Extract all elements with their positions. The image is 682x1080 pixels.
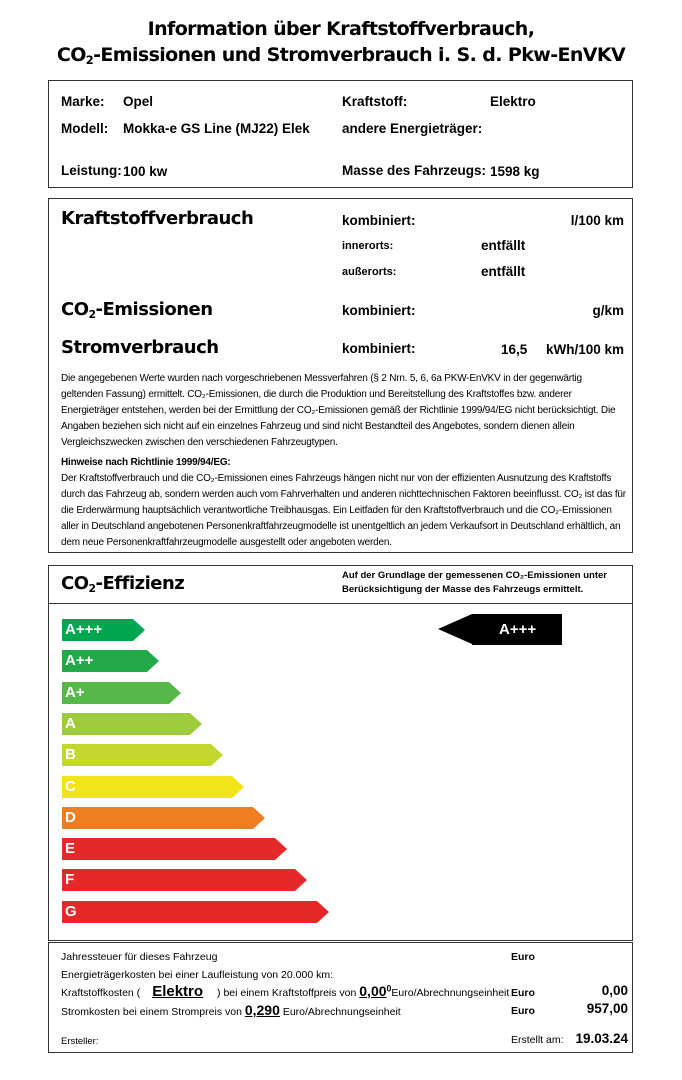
- efficiency-class-f: F: [62, 869, 307, 892]
- efficiency-class-g: G: [62, 900, 329, 923]
- vehicle-box: Marke: Opel Modell: Mokka-e GS Line (MJ2…: [48, 80, 633, 188]
- efficiency-class-d: D: [62, 806, 265, 829]
- consumption-box: Kraftstoffverbrauch kombiniert: l/100 km…: [48, 198, 633, 553]
- efficiency-class-b: B: [62, 744, 223, 767]
- rating-arrow: A+++: [438, 614, 562, 645]
- efficiency-class-aplusplus: A++: [62, 650, 159, 673]
- efficiency-class-c: C: [62, 775, 244, 798]
- costs-box: Jahressteuer für dieses Fahrzeug Euro En…: [48, 942, 633, 1053]
- efficiency-box: CO2-Effizienz Auf der Grundlage der geme…: [48, 565, 633, 941]
- page-title: Information über Kraftstoffverbrauch, CO…: [56, 18, 626, 67]
- co2-heading: CO2-Emissionen: [61, 299, 213, 321]
- efficiency-class-aplusplusplus: A+++: [62, 619, 145, 641]
- efficiency-class-a: A: [62, 712, 202, 735]
- efficiency-class-e: E: [62, 838, 287, 861]
- efficiency-title: CO2-Effizienz: [61, 573, 185, 595]
- efficiency-class-aplus: A+: [62, 681, 181, 704]
